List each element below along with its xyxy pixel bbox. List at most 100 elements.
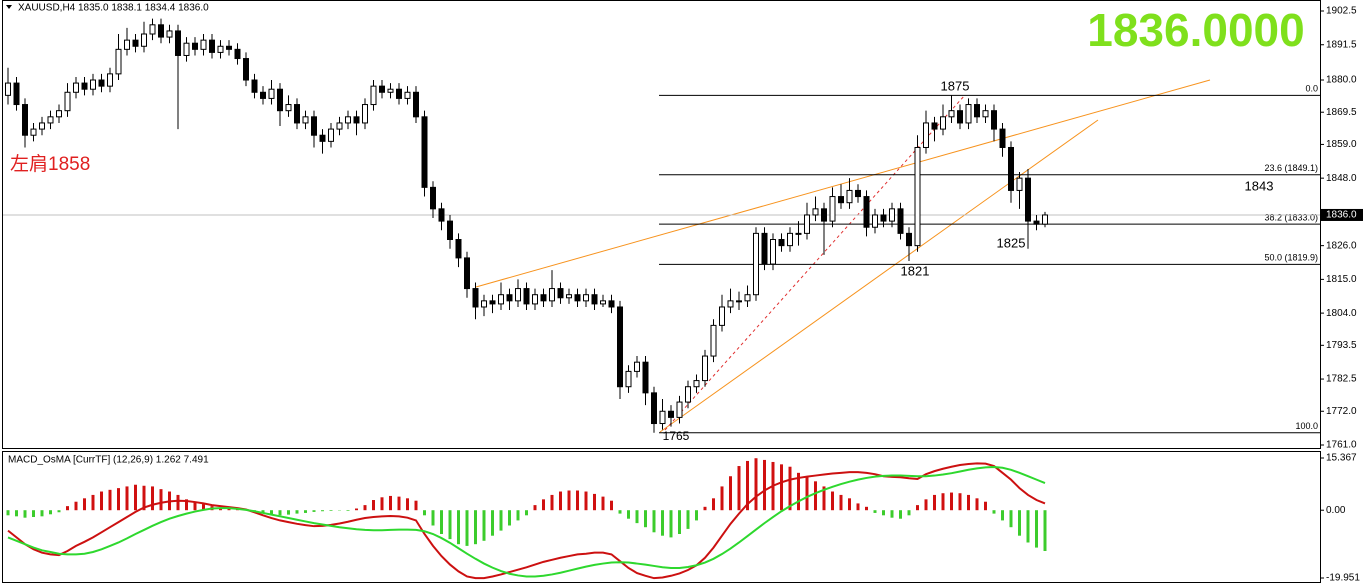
macd-bar — [559, 491, 562, 511]
macd-bar — [304, 510, 307, 513]
fib-label: 100.0 — [1295, 421, 1318, 431]
macd-bar — [261, 510, 265, 514]
candle-body — [515, 288, 521, 302]
macd-bar — [933, 494, 936, 511]
macd-bar — [74, 501, 78, 511]
candle-body — [889, 208, 895, 222]
candle-body — [277, 88, 283, 112]
candle-body — [387, 88, 394, 93]
candle-body — [838, 196, 844, 204]
candle-body — [251, 79, 258, 93]
macd-bar — [797, 472, 800, 511]
candle-body — [693, 380, 700, 388]
candle-body — [107, 73, 113, 87]
macd-bar — [950, 492, 953, 511]
candle-body — [685, 386, 691, 403]
candle-body — [166, 30, 173, 38]
macd-bar — [780, 464, 783, 511]
menu-triangle — [6, 5, 12, 9]
candle-body — [880, 214, 887, 222]
candle-body — [710, 324, 717, 357]
candle-body — [702, 355, 708, 382]
macd-bar — [848, 498, 851, 511]
macd-bar — [550, 494, 554, 511]
y-tick-label: 1848.0 — [1326, 173, 1357, 184]
macd-bar — [805, 476, 809, 511]
macd-bar — [533, 505, 537, 511]
candle-body — [149, 24, 156, 35]
candle-body — [370, 85, 377, 106]
candle-body — [226, 45, 232, 50]
candle-body — [1042, 214, 1048, 225]
candle-body — [1025, 177, 1031, 222]
trend-line — [659, 119, 1099, 433]
macd-bar — [363, 505, 367, 511]
macd-bar — [601, 496, 605, 511]
macd-bar — [193, 501, 197, 511]
candle-body — [209, 39, 215, 53]
candle-body — [778, 239, 785, 247]
macd-bar — [627, 510, 630, 519]
fib-label: 50.0 (1819.9) — [1264, 253, 1318, 263]
candle-body — [549, 288, 555, 302]
candle-body — [302, 116, 309, 124]
macd-bar — [941, 493, 945, 511]
candle-body — [846, 189, 853, 204]
macd-bar — [457, 510, 460, 545]
macd-bar — [576, 490, 579, 511]
candle-body — [217, 45, 224, 53]
macd-bar — [66, 506, 69, 511]
candle-body — [863, 196, 870, 228]
macd-title: MACD_OsMA [CurrTF] (12,26,9) 1.262 7.491 — [8, 455, 209, 466]
candle-body — [506, 294, 513, 302]
candle-body — [608, 300, 615, 308]
macd-bar — [678, 510, 681, 534]
macd-bar — [873, 510, 877, 513]
macd-bar — [482, 510, 486, 541]
candle-body — [1008, 146, 1014, 191]
last-price-label: 1836.0 — [1326, 210, 1357, 221]
macd-bar — [669, 510, 673, 538]
y-tick-label: 1804.0 — [1326, 308, 1357, 319]
candle-body — [600, 300, 606, 305]
candle-body — [379, 85, 385, 93]
macd-bar — [278, 510, 282, 516]
candle-body — [719, 306, 725, 326]
candle-body — [200, 39, 207, 50]
candle-body — [872, 214, 878, 228]
macd-bar — [329, 510, 333, 511]
candle-body — [897, 208, 904, 234]
macd-bar — [321, 510, 324, 512]
macd-bar — [754, 458, 758, 511]
candle-body — [931, 122, 938, 130]
candle-body — [532, 294, 538, 305]
macd-bar — [686, 510, 690, 529]
candle-body — [132, 39, 139, 47]
big-price: 1836.0000 — [1087, 4, 1304, 56]
macd-bar — [584, 491, 588, 511]
candle-body — [183, 42, 190, 56]
candle-body — [404, 91, 411, 99]
candle-body — [795, 232, 802, 235]
candle-body — [761, 232, 768, 265]
candle-body — [421, 116, 428, 188]
trend-line — [475, 79, 1211, 288]
annotation: 左肩1858 — [10, 153, 90, 175]
candle-body — [64, 91, 71, 112]
macd-bar — [346, 510, 350, 511]
macd-bar — [992, 510, 996, 514]
macd-bar — [703, 506, 707, 511]
candle-body — [319, 134, 326, 142]
candle-body — [804, 214, 810, 234]
candle-body — [498, 294, 504, 305]
candle-body — [353, 116, 360, 124]
candle-body — [56, 110, 62, 118]
candle-body — [336, 122, 343, 130]
candle-body — [974, 104, 980, 118]
macd-bar — [890, 510, 894, 518]
candle-body — [727, 300, 734, 308]
candle-body — [98, 79, 105, 87]
macd-bar — [746, 460, 749, 511]
macd-bar — [465, 510, 469, 546]
